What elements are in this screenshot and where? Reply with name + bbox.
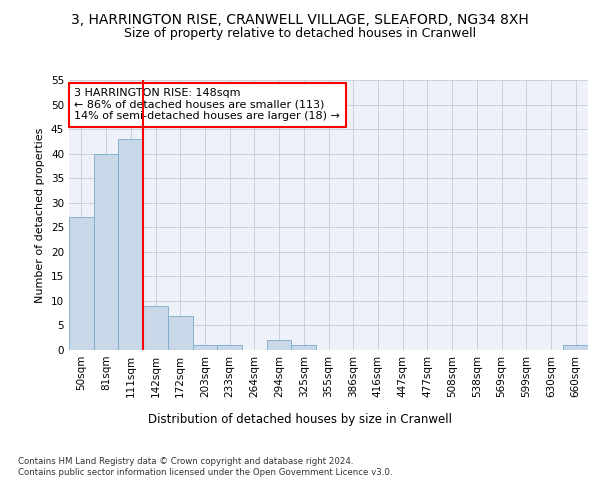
Bar — [118, 139, 143, 350]
Bar — [563, 345, 588, 350]
Text: Size of property relative to detached houses in Cranwell: Size of property relative to detached ho… — [124, 28, 476, 40]
Bar — [267, 340, 292, 350]
Bar — [143, 306, 168, 350]
Y-axis label: Number of detached properties: Number of detached properties — [35, 128, 46, 302]
Bar — [217, 345, 242, 350]
Bar — [69, 218, 94, 350]
Bar — [168, 316, 193, 350]
Text: Contains HM Land Registry data © Crown copyright and database right 2024.
Contai: Contains HM Land Registry data © Crown c… — [18, 458, 392, 477]
Text: Distribution of detached houses by size in Cranwell: Distribution of detached houses by size … — [148, 412, 452, 426]
Bar — [292, 345, 316, 350]
Bar — [193, 345, 217, 350]
Bar — [94, 154, 118, 350]
Text: 3, HARRINGTON RISE, CRANWELL VILLAGE, SLEAFORD, NG34 8XH: 3, HARRINGTON RISE, CRANWELL VILLAGE, SL… — [71, 12, 529, 26]
Text: 3 HARRINGTON RISE: 148sqm
← 86% of detached houses are smaller (113)
14% of semi: 3 HARRINGTON RISE: 148sqm ← 86% of detac… — [74, 88, 340, 122]
